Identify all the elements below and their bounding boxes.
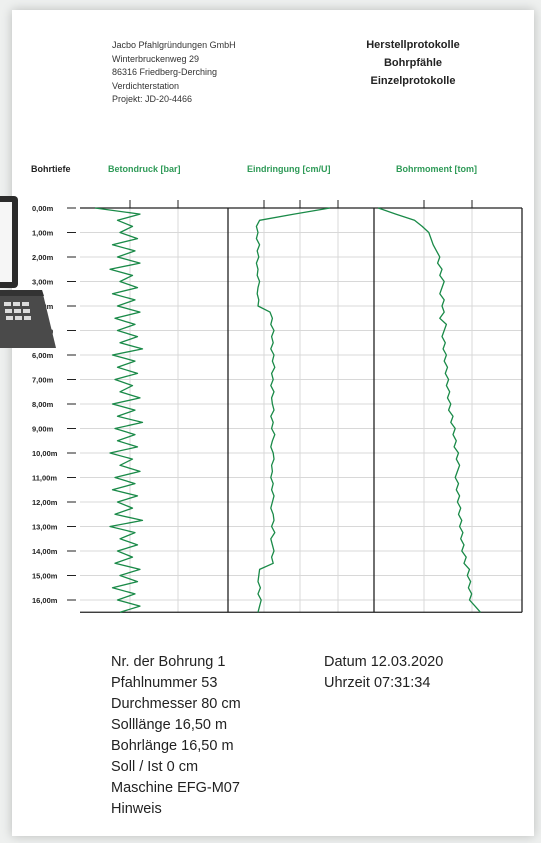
depth-tick-label: 15,00m [32,572,58,581]
column-label-torque: Bohrmoment [tom] [396,164,477,174]
column-label-concrete-pressure: Betondruck [bar] [108,164,181,174]
info-note: Hinweis [111,801,162,817]
company-name: Jacbo Pfahlgründungen GmbH [112,40,236,50]
concrete-pressure-curve [94,207,144,613]
depth-tick-label: 2,00m [32,253,54,262]
info-bore-number: Nr. der Bohrung 1 [111,654,226,670]
column-label-depth: Bohrtiefe [31,164,71,174]
company-address: Jacbo Pfahlgründungen GmbH Winterbrucken… [112,39,236,107]
info-time: Uhrzeit 07:31:34 [324,675,431,691]
column-label-penetration: Eindringung [cm/U] [247,164,331,174]
laptop-icon [0,196,56,348]
depth-tick-label: 13,00m [32,523,58,532]
depth-tick-label: 12,00m [32,498,58,507]
info-diameter: Durchmesser 80 cm [111,696,241,712]
company-street: Winterbruckenweg 29 [112,53,200,64]
project-number: Projekt: JD-20-4466 [112,94,193,105]
title-line-1: Herstellprotokolle [366,39,460,51]
bore-info-left: Nr. der Bohrung 1 Pfahlnummer 53 Durchme… [111,652,241,820]
depth-tick-label: 14,00m [32,547,58,556]
info-pile-number: Pfahlnummer 53 [111,675,218,691]
depth-tick-label: 1,00m [32,229,54,238]
depth-tick-label: 3,00m [32,278,54,287]
title-line-3: Einzelprotokolle [370,75,456,87]
depth-tick-label: 8,00m [32,400,54,409]
penetration-curve [255,207,331,613]
bore-info-right: Datum 12.03.2020 Uhrzeit 07:31:34 [324,652,443,694]
torque-curve [377,207,481,613]
info-machine: Maschine EFG-M07 [111,780,240,796]
title-line-2: Bohrpfähle [383,57,443,69]
depth-tick-label: 9,00m [32,425,54,434]
info-drill-length: Bohrlänge 16,50 m [111,738,234,754]
document-title: Herstellprotokolle Bohrpfähle Einzelprot… [338,36,488,90]
info-date: Datum 12.03.2020 [324,654,444,670]
depth-tick-label: 16,00m [32,596,58,605]
depth-tick-label: 0,00m [32,204,54,213]
depth-tick-label: 6,00m [32,351,54,360]
depth-tick-label: 11,00m [32,474,57,483]
depth-tick-label: 7,00m [32,376,54,385]
company-city: 86316 Friedberg-Derching [112,67,218,78]
info-target-actual: Soll / Ist 0 cm [111,759,199,775]
info-target-length: Solllänge 16,50 m [111,717,228,733]
company-station: Verdichterstation [112,80,180,91]
depth-tick-label: 10,00m [32,449,58,458]
